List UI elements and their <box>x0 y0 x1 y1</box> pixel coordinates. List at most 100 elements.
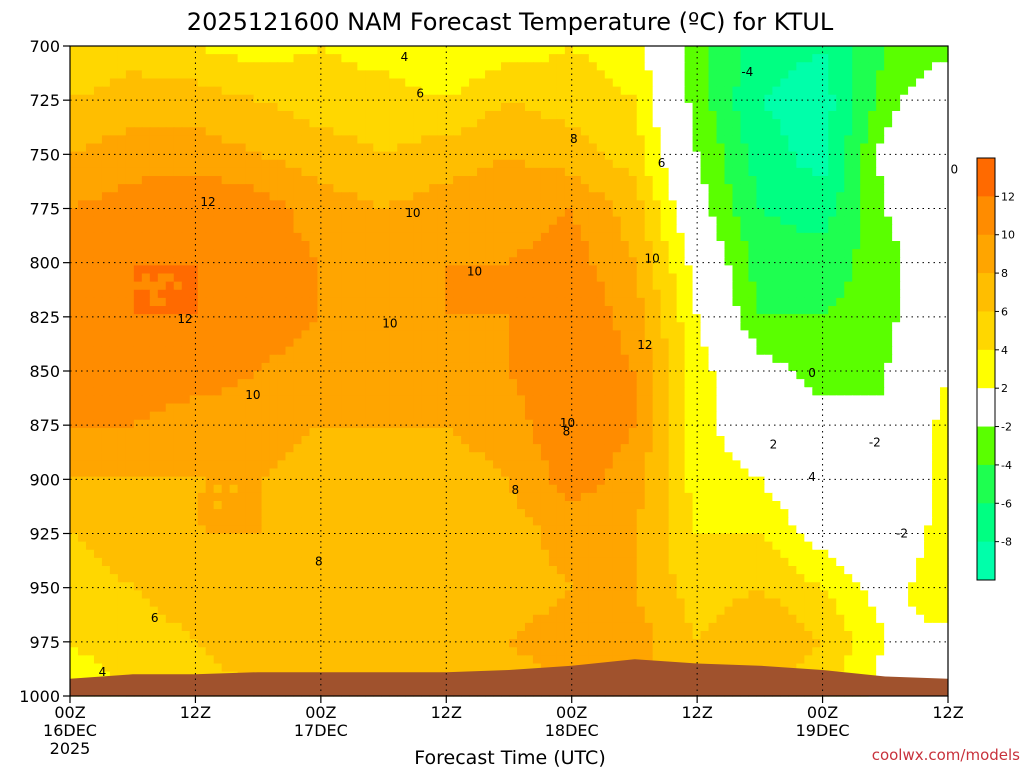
field-cell <box>828 143 837 153</box>
field-cell <box>796 257 805 266</box>
field-cell <box>85 241 95 250</box>
field-cell <box>604 338 614 348</box>
field-cell <box>469 249 478 258</box>
field-cell <box>189 241 199 250</box>
field-cell <box>397 387 406 396</box>
field-cell <box>373 346 382 356</box>
field-cell <box>421 362 430 372</box>
field-cell <box>485 151 494 161</box>
field-cell <box>389 330 398 340</box>
field-cell <box>349 322 358 331</box>
field-cell <box>141 281 151 291</box>
field-cell <box>756 94 766 104</box>
field-cell <box>828 119 837 128</box>
field-cell <box>189 70 199 80</box>
field-cell <box>524 338 534 348</box>
field-cell <box>796 167 805 177</box>
field-cell <box>333 338 342 348</box>
field-cell <box>93 78 103 88</box>
field-cell <box>780 192 789 201</box>
field-cell <box>796 78 805 88</box>
field-cell <box>892 395 901 405</box>
field-cell <box>748 159 758 169</box>
field-cell <box>205 102 215 112</box>
field-cell <box>101 127 111 136</box>
field-cell <box>485 403 494 413</box>
field-cell <box>157 403 167 413</box>
field-cell <box>564 208 574 218</box>
field-cell <box>572 94 582 104</box>
field-cell <box>493 46 502 55</box>
field-cell <box>429 273 438 283</box>
field-cell <box>165 176 175 185</box>
field-cell <box>932 78 941 88</box>
field-cell <box>788 94 797 104</box>
field-cell <box>764 167 773 177</box>
field-cell <box>445 281 454 291</box>
field-cell <box>317 143 327 153</box>
field-cell <box>812 371 821 380</box>
field-cell <box>373 265 382 275</box>
field-cell <box>405 346 414 356</box>
field-cell <box>173 46 183 55</box>
field-cell <box>644 354 654 364</box>
field-cell <box>141 135 151 145</box>
field-cell <box>309 330 319 340</box>
field-cell <box>828 289 837 299</box>
field-cell <box>804 379 813 388</box>
field-cell <box>844 241 853 250</box>
field-cell <box>181 119 191 128</box>
field-cell <box>453 232 462 242</box>
field-cell <box>660 62 670 71</box>
field-cell <box>205 346 215 356</box>
field-cell <box>908 322 917 331</box>
field-cell <box>357 265 366 275</box>
field-cell <box>469 379 478 388</box>
field-cell <box>405 379 414 388</box>
field-cell <box>668 354 678 364</box>
field-cell <box>612 346 622 356</box>
field-cell <box>421 273 430 283</box>
field-cell <box>285 338 295 348</box>
field-cell <box>660 70 670 80</box>
field-cell <box>301 62 311 71</box>
field-cell <box>165 289 175 299</box>
field-cell <box>820 338 829 348</box>
field-cell <box>245 119 255 128</box>
field-cell <box>884 322 893 331</box>
field-cell <box>660 111 670 120</box>
field-cell <box>237 159 247 169</box>
field-cell <box>900 94 909 104</box>
field-cell <box>780 379 789 388</box>
field-cell <box>572 241 582 250</box>
field-cell <box>165 257 175 266</box>
field-cell <box>293 411 303 421</box>
field-cell <box>908 151 917 161</box>
field-cell <box>772 322 781 331</box>
field-cell <box>804 306 813 315</box>
field-cell <box>133 176 143 185</box>
field-cell <box>109 411 119 421</box>
field-cell <box>628 62 638 71</box>
field-cell <box>596 102 606 112</box>
field-cell <box>828 281 837 291</box>
field-cell <box>532 338 542 348</box>
field-cell <box>764 354 773 364</box>
field-cell <box>644 200 654 210</box>
field-cell <box>397 159 406 169</box>
field-cell <box>604 119 614 128</box>
field-cell <box>692 346 702 356</box>
field-cell <box>932 208 941 218</box>
field-cell <box>916 102 925 112</box>
field-cell <box>708 119 718 128</box>
field-cell <box>117 70 127 80</box>
field-cell <box>548 395 558 405</box>
field-cell <box>908 362 917 372</box>
field-cell <box>365 411 374 421</box>
field-cell <box>532 297 542 307</box>
field-cell <box>772 78 781 88</box>
field-cell <box>389 208 398 218</box>
field-cell <box>812 330 821 340</box>
field-cell <box>165 411 175 421</box>
field-cell <box>588 94 598 104</box>
